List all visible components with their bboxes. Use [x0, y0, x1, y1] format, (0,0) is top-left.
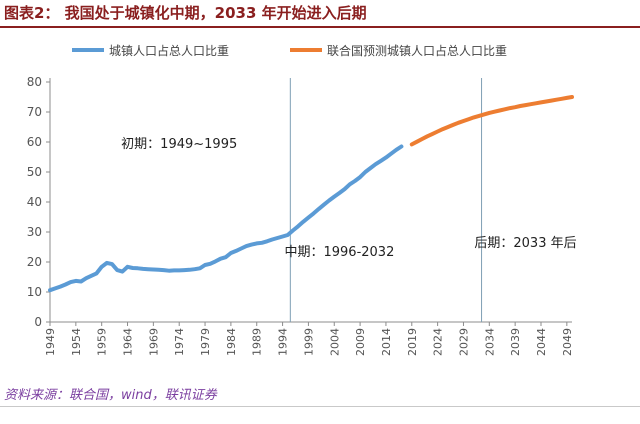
x-tick-label: 1989 — [251, 328, 264, 356]
y-tick-label: 80 — [27, 75, 42, 89]
legend: 城镇人口占总人口比重 联合国预测城镇人口占总人口比重 — [72, 43, 507, 58]
page-title: 图表2： 我国处于城镇化中期，2033 年开始进入后期 — [4, 4, 367, 22]
bottom-divider — [0, 406, 640, 407]
phase-annotation: 后期：2033 年后 — [474, 236, 576, 251]
x-tick-label: 2019 — [406, 328, 419, 356]
y-tick-label: 50 — [27, 165, 42, 179]
x-tick-label: 1984 — [225, 328, 238, 356]
source-note: 资料来源：联合国，wind，联讯证券 — [4, 388, 217, 403]
title-divider — [0, 26, 640, 28]
legend-label-forecast: 联合国预测城镇人口占总人口比重 — [327, 43, 507, 58]
x-tick-label: 1949 — [44, 328, 57, 356]
x-tick-label: 2009 — [354, 328, 367, 356]
x-tick-label: 1974 — [173, 328, 186, 356]
x-tick-label: 1964 — [122, 328, 135, 356]
x-tick-label: 2034 — [483, 328, 496, 356]
x-tick-label: 1999 — [302, 328, 315, 356]
x-axis: 1949 1954 1959 1964 1969 1974 1979 1984 1989 1994… — [44, 321, 574, 356]
y-tick-label: 40 — [27, 195, 42, 209]
x-tick-label: 1994 — [277, 328, 290, 356]
y-tick-label: 70 — [27, 105, 42, 119]
phase-annotations: 初期：1949~1995 中期：1996-2032 后期：2033 年后 — [121, 137, 576, 260]
phase-annotation: 初期：1949~1995 — [121, 137, 237, 152]
x-tick-label: 1969 — [147, 328, 160, 356]
y-tick-label: 0 — [34, 315, 42, 329]
phase-annotation: 中期：1996-2032 — [284, 245, 394, 260]
series-lines — [48, 95, 574, 293]
x-tick-label: 1959 — [96, 328, 109, 356]
x-tick-label: 2004 — [328, 328, 341, 356]
y-tick-label: 60 — [27, 135, 42, 149]
y-axis: 0 10 20 30 40 50 60 70 80 — [27, 75, 51, 329]
x-tick-label: 2044 — [535, 328, 548, 356]
x-tick-label: 2014 — [380, 328, 393, 356]
legend-label-urban: 城镇人口占总人口比重 — [109, 43, 229, 58]
phase-dividers — [289, 78, 483, 322]
y-tick-label: 10 — [27, 285, 42, 299]
x-tick-label: 1954 — [70, 328, 83, 356]
x-tick-label: 1979 — [199, 328, 212, 356]
y-tick-label: 30 — [27, 225, 42, 239]
x-tick-label: 2039 — [509, 328, 522, 356]
urbanization-line-chart: 城镇人口占总人口比重 联合国预测城镇人口占总人口比重 0 10 20 30 40 50 60… — [27, 43, 577, 356]
x-tick-label: 2024 — [432, 328, 445, 356]
y-tick-label: 20 — [27, 255, 42, 269]
series-line-urban — [48, 144, 404, 293]
x-tick-label: 2029 — [457, 328, 470, 356]
series-line-forecast — [409, 95, 574, 147]
x-tick-label: 2049 — [561, 328, 574, 356]
